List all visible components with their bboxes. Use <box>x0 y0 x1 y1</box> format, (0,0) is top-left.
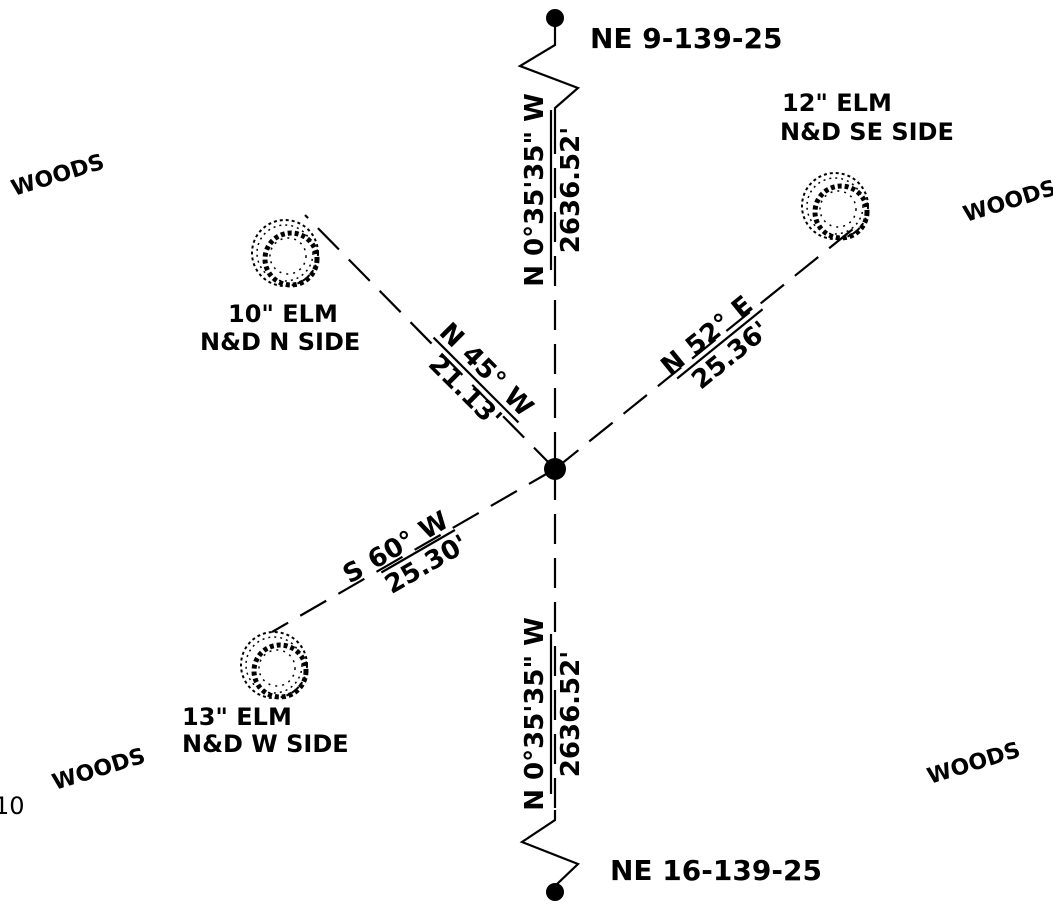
section-line-label-south: N 0°35'35" W 2636.52' <box>520 617 586 811</box>
woods-label-se: WOODS <box>924 738 1023 790</box>
tie-line-ne <box>554 224 859 470</box>
corner-monument-north <box>546 9 564 27</box>
tree-label-sw-size: 13" ELM <box>182 703 292 731</box>
woods-label-sw: WOODS <box>49 744 148 796</box>
break-symbol-south <box>519 810 581 892</box>
tie-line-sw <box>271 468 556 633</box>
tree-symbol-nw <box>251 219 320 288</box>
dimension-rule <box>676 308 764 380</box>
corner-label-north: NE 9-139-25 <box>590 22 782 55</box>
dimension-rule <box>432 336 520 424</box>
tie-label-nw: N45°W 21.13' <box>422 317 539 434</box>
dimension-rule <box>380 529 456 574</box>
tree-label-ne-size: 12" ELM <box>782 89 892 117</box>
tree-label-ne-note: N&D SE SIDE <box>780 118 954 146</box>
bearing-label: N 0°35'35" W <box>520 617 550 811</box>
tree-label-nw-size: 10" ELM <box>228 300 338 328</box>
distance-label: 2636.52' <box>556 127 586 253</box>
corner-monument-south <box>546 883 564 901</box>
break-symbol-north <box>517 18 581 124</box>
tie-label-ne: N52°E 25.36' <box>656 290 776 395</box>
woods-label-ne: WOODS <box>960 176 1053 228</box>
tie-label-sw: S60°W 25.30' <box>338 506 473 601</box>
bearing-label: N 0°35'35" W <box>520 93 550 287</box>
tree-label-nw-note: N&D N SIDE <box>200 328 360 356</box>
tie-line-nw <box>304 214 556 470</box>
tree-label-sw-note: N&D W SIDE <box>182 730 349 758</box>
distance-label: 2636.52' <box>556 651 586 777</box>
tree-symbol-sw <box>240 631 309 700</box>
woods-label-nw: WOODS <box>8 150 107 202</box>
edge-fragment-label: 10 <box>0 792 25 820</box>
tree-symbol-ne <box>801 172 870 241</box>
section-line-label-north: N 0°35'35" W 2636.52' <box>520 93 586 287</box>
corner-label-south: NE 16-139-25 <box>610 854 822 887</box>
